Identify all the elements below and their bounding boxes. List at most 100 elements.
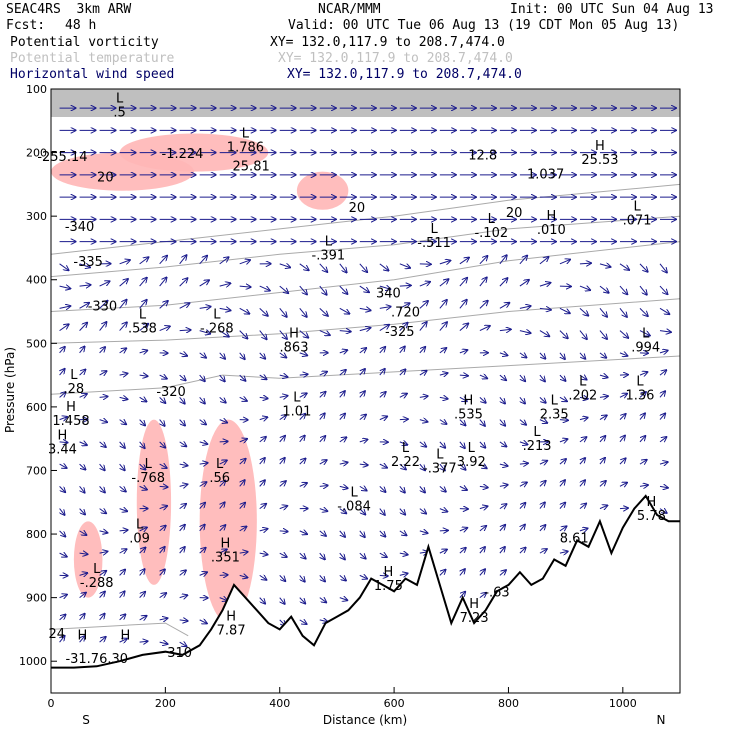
wind-vector (659, 370, 666, 375)
wind-vector (60, 636, 65, 643)
x-tick-label: 600 (384, 697, 405, 710)
extremum-marker: H (546, 209, 556, 224)
wind-vector (559, 459, 566, 465)
wind-vector (559, 330, 568, 339)
wind-vector (459, 592, 465, 598)
wind-vector (559, 503, 565, 509)
wind-vector (399, 419, 408, 420)
extremum-value: 7.87 (217, 624, 246, 639)
extremum-value: 25.53 (581, 153, 618, 168)
wind-vector (560, 352, 565, 359)
wind-vector (619, 330, 628, 338)
wind-vector (59, 486, 66, 492)
wind-vector (160, 419, 165, 426)
wind-vector (159, 326, 170, 332)
wind-vector (79, 370, 86, 376)
wind-vector (239, 575, 248, 577)
extremum-marker: L (70, 368, 78, 383)
wind-vector (139, 463, 146, 469)
wind-vector (279, 481, 286, 487)
wind-vector (499, 525, 505, 532)
wind-vector (299, 531, 307, 534)
wind-vector (179, 374, 186, 380)
wind-vector (200, 525, 205, 532)
wind-vector (479, 441, 485, 448)
wind-vector (639, 485, 648, 486)
wind-vector (500, 397, 505, 403)
wind-vector (199, 482, 207, 486)
valid-label: Valid: 00 UTC Tue 06 Aug 13 (19 CDT Mon … (288, 18, 680, 33)
wind-vector (99, 301, 108, 309)
wind-vector (479, 375, 487, 378)
wind-vector (519, 374, 525, 381)
wind-vector (280, 458, 285, 465)
wind-vector (219, 598, 227, 601)
y-tick-label: 100 (26, 83, 47, 96)
wind-vector (139, 375, 148, 376)
wind-vector (539, 481, 546, 487)
wind-vector (600, 458, 605, 465)
wind-vector (79, 553, 88, 554)
y-tick-label: 300 (26, 210, 47, 223)
field-name-theta: Potential temperature (10, 51, 175, 66)
x-tick-label: 400 (269, 697, 290, 710)
wind-vector (259, 307, 268, 316)
wind-vector (479, 326, 490, 332)
wind-vector (259, 529, 268, 531)
wind-vector (99, 592, 105, 598)
wind-vector (479, 396, 486, 402)
wind-vector (119, 509, 128, 512)
wind-vector (579, 458, 585, 465)
extremum-value: .213 (523, 439, 552, 454)
wind-vector (459, 548, 466, 554)
wind-vector (160, 547, 165, 554)
wind-vector (79, 531, 87, 535)
y-tick-label: 1000 (19, 655, 47, 668)
wind-vector (199, 397, 205, 403)
wind-vector (539, 525, 545, 532)
wind-vector (99, 281, 110, 287)
wind-vector (519, 280, 529, 287)
wind-vector (279, 330, 287, 339)
wind-vector (179, 278, 188, 287)
wind-vector (59, 595, 67, 598)
wind-vector (639, 285, 647, 295)
extremum-value: 12.8 (468, 149, 497, 164)
wind-vector (579, 528, 588, 530)
wind-vector (340, 552, 345, 559)
wind-vector (379, 325, 389, 332)
wind-vector (199, 572, 207, 575)
wind-vector (159, 569, 165, 576)
pv-shaded-region (199, 419, 257, 624)
wind-vector (279, 415, 287, 420)
wind-vector (320, 552, 325, 559)
wind-vector (339, 486, 348, 488)
wind-vector (460, 441, 465, 448)
wind-vector (279, 396, 288, 398)
wind-vector (60, 369, 65, 376)
terrain-fill (51, 495, 680, 693)
wind-vector (359, 415, 366, 420)
wind-vector (539, 352, 545, 359)
wind-vector (639, 436, 645, 443)
wind-vector (479, 526, 486, 531)
extremum-value: 24 (48, 627, 65, 642)
wind-vector (639, 372, 647, 375)
wind-vector (439, 397, 448, 398)
extremum-value: -.102 (474, 226, 508, 241)
wind-vector (159, 593, 167, 598)
wind-vector (99, 322, 107, 331)
wind-vector (59, 286, 71, 289)
wind-vector (379, 392, 386, 398)
wind-vector (279, 353, 286, 358)
wind-vector (239, 503, 245, 509)
pv-shaded-region (136, 419, 172, 585)
wind-vector (179, 570, 186, 575)
wind-vector (219, 481, 226, 487)
wind-vector (399, 463, 406, 469)
wind-vector (239, 307, 250, 313)
wind-vector (259, 417, 268, 419)
wind-vector (399, 264, 410, 268)
wind-vector (579, 504, 586, 509)
wind-vector (259, 480, 265, 487)
